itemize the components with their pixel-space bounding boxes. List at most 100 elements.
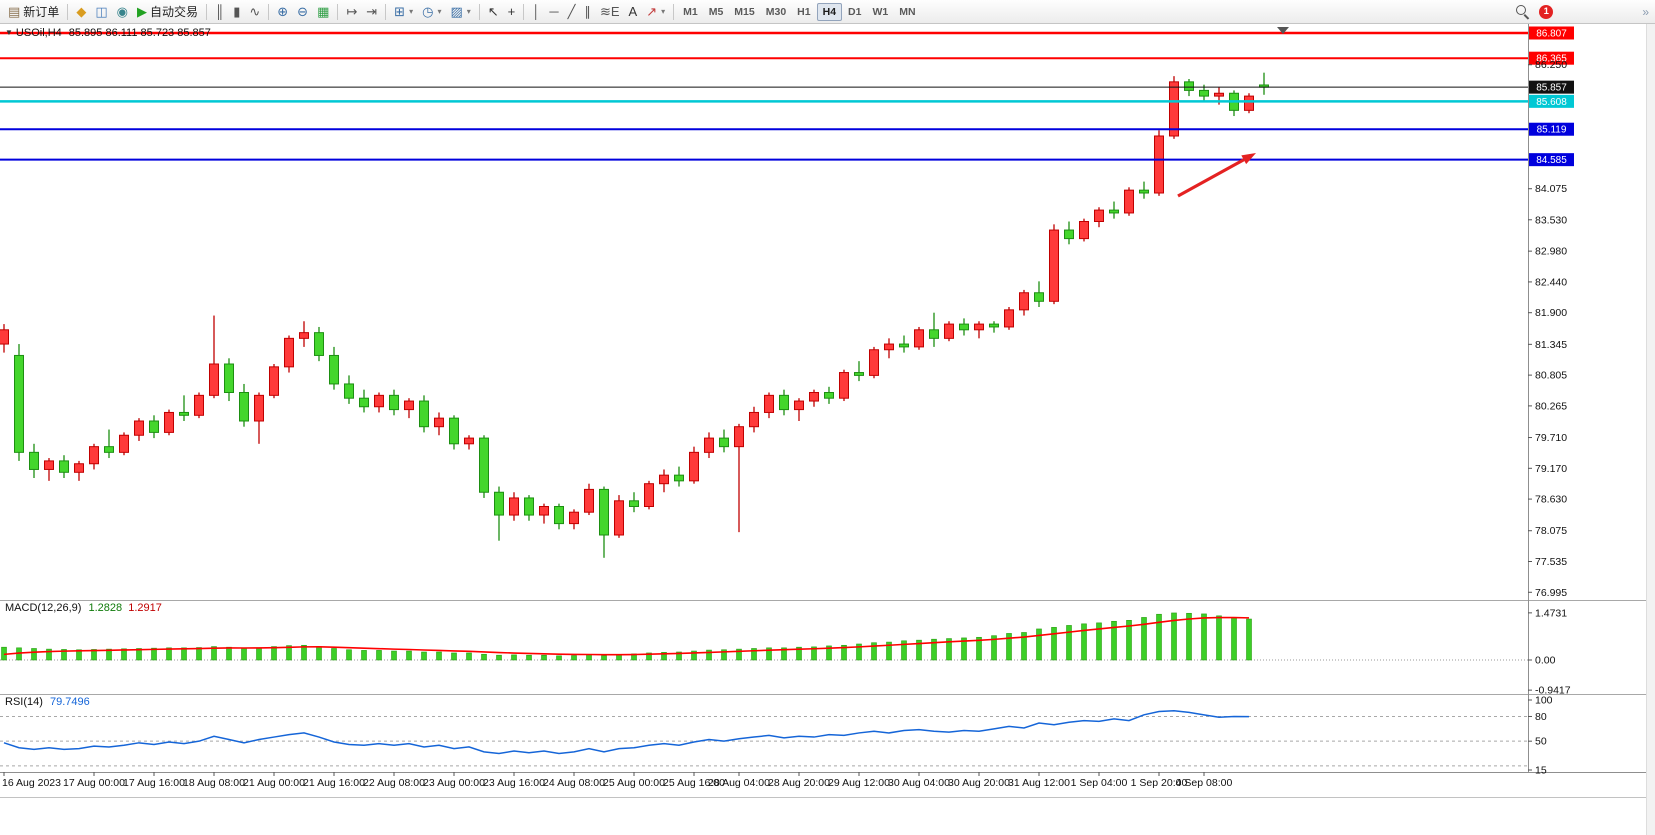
svg-text:78.075: 78.075 [1535,525,1567,537]
bar-chart-button[interactable]: ║ [211,2,228,22]
arrow-annotation[interactable] [1177,153,1256,198]
autotrading-button[interactable]: ▶ 自动交易 [133,2,202,22]
periods-button[interactable]: ◷ ▾ [418,2,445,22]
timeframe-mn-button[interactable]: MN [894,2,920,22]
svg-text:50: 50 [1535,736,1547,748]
chart-shift-button[interactable]: ⇥ [362,2,381,22]
trendline-button[interactable]: ╱ [564,2,580,22]
autotrading-button-label: 自动交易 [149,5,198,19]
timeframe-m30-button[interactable]: M30 [761,2,791,22]
zoom-in-icon: ⊕ [277,4,289,19]
svg-text:80.805: 80.805 [1535,370,1567,382]
symbol-dropdown-icon[interactable]: ▼ [5,28,13,37]
text-icon: A [628,4,638,19]
price-tag-text: 86.365 [1536,54,1567,65]
timeframe-m1-button[interactable]: M1 [678,2,703,22]
periods-icon: ◷ [422,4,434,19]
text-button[interactable]: A [625,2,642,22]
cursor-button[interactable]: ↖ [484,2,503,22]
price-tag-text: 85.119 [1537,125,1567,136]
indicators-button[interactable]: ⊞ ▾ [390,2,417,22]
timeframe-m30-button-label: M30 [765,5,787,18]
svg-text:24 Aug 08:00: 24 Aug 08:00 [543,777,605,789]
svg-text:29 Aug 12:00: 29 Aug 12:00 [828,777,890,789]
candlestick-chart-button[interactable]: ▮ [229,2,244,22]
svg-text:76.995: 76.995 [1535,587,1567,599]
zoom-out-button[interactable]: ⊖ [293,2,312,22]
grid-button[interactable]: ▦ [313,2,333,22]
svg-text:0.00: 0.00 [1535,655,1556,667]
symbol-ohlc: 85.895 86.111 85.723 85.857 [68,27,211,39]
macd-name: MACD(12,26,9) [5,602,82,614]
svg-text:82.440: 82.440 [1535,276,1567,288]
macd-histogram [1,612,1252,661]
templates-button[interactable]: ▨ ▾ [446,2,474,22]
search-icon[interactable] [1515,4,1530,19]
price-tag-85.119 [1529,122,1574,136]
svg-text:25 Aug 00:00: 25 Aug 00:00 [603,777,665,789]
horizontal-line-button[interactable]: ─ [545,2,562,22]
crosshair-button[interactable]: + [504,2,520,22]
new-order-button[interactable]: ▤ 新订单 [4,2,63,22]
svg-text:17 Aug 16:00: 17 Aug 16:00 [123,777,185,789]
svg-text:23 Aug 00:00: 23 Aug 00:00 [423,777,485,789]
svg-text:79.170: 79.170 [1535,463,1567,475]
auto-scroll-icon: ↦ [346,4,358,19]
timeframe-m5-button[interactable]: M5 [704,2,729,22]
auto-scroll-button[interactable]: ↦ [342,2,361,22]
timeframe-m15-button[interactable]: M15 [729,2,759,22]
svg-text:84.075: 84.075 [1535,183,1567,195]
timeframe-m15-button-label: M15 [734,5,755,18]
timeframe-h4-button[interactable]: H4 [816,2,843,21]
rsi-label: RSI(14) 79.7496 [5,696,90,708]
vertical-scrollbar[interactable] [1646,24,1655,835]
svg-text:15: 15 [1535,764,1547,776]
price-tag-86.807 [1529,26,1574,40]
toolbar-separator [478,3,480,20]
terminal-button[interactable]: ◉ [113,2,132,22]
toolbar-separator [67,3,69,20]
line-chart-button[interactable]: ∿ [245,2,264,22]
channel-button[interactable]: ∥ [580,2,595,22]
svg-text:17 Aug 00:00: 17 Aug 00:00 [63,777,125,789]
fibonacci-button[interactable]: ≋E [596,2,624,22]
rsi-name: RSI(14) [5,696,43,708]
market-watch-button[interactable]: ◆ [72,2,90,22]
terminal-icon: ◉ [116,4,128,19]
dropdown-arrow-icon: ▾ [466,7,471,16]
svg-text:81.345: 81.345 [1535,339,1567,351]
vertical-line-icon: │ [532,4,541,19]
timeframe-w1-button[interactable]: W1 [867,2,893,22]
candlestick-series [0,72,1269,558]
bar-chart-icon: ║ [214,4,225,19]
svg-text:100: 100 [1535,695,1553,707]
timeframe-m1-button-label: M1 [683,5,698,18]
macd-value-main: 1.2828 [88,602,123,614]
indicators-icon: ⊞ [394,4,406,19]
price-axis-labels: 86.250 84.075 83.530 82.980 82.440 81.900 81.3… [1528,59,1567,599]
notification-badge[interactable]: 1 [1539,4,1554,19]
vertical-line-button[interactable]: │ [528,2,544,22]
templates-icon: ▨ [450,4,463,19]
arrows-button[interactable]: ↗ ▾ [642,2,669,22]
svg-text:77.535: 77.535 [1535,556,1567,568]
price-tag-86.365 [1529,51,1574,65]
svg-text:31 Aug 12:00: 31 Aug 12:00 [1008,777,1070,789]
dropdown-arrow-icon: ▾ [409,7,414,16]
svg-text:1.4731: 1.4731 [1535,607,1567,619]
timeframe-h1-button-label: H1 [797,5,811,18]
trendline-icon: ╱ [567,4,576,19]
navigator-button[interactable]: ◫ [91,2,111,22]
zoom-in-button[interactable]: ⊕ [273,2,292,22]
toolbar-overflow-icon[interactable]: » [1642,4,1649,19]
svg-text:18 Aug 08:00: 18 Aug 08:00 [183,777,245,789]
timeframe-d1-button[interactable]: D1 [843,2,866,22]
toolbar-separator [673,3,675,20]
chart-shift-marker[interactable] [1277,27,1289,34]
macd-value-signal: 1.2917 [128,602,162,614]
timeframe-h1-button[interactable]: H1 [792,2,815,22]
navigator-icon: ◫ [95,4,108,19]
svg-text:80.265: 80.265 [1535,400,1567,412]
timeframe-d1-button-label: D1 [848,5,862,18]
